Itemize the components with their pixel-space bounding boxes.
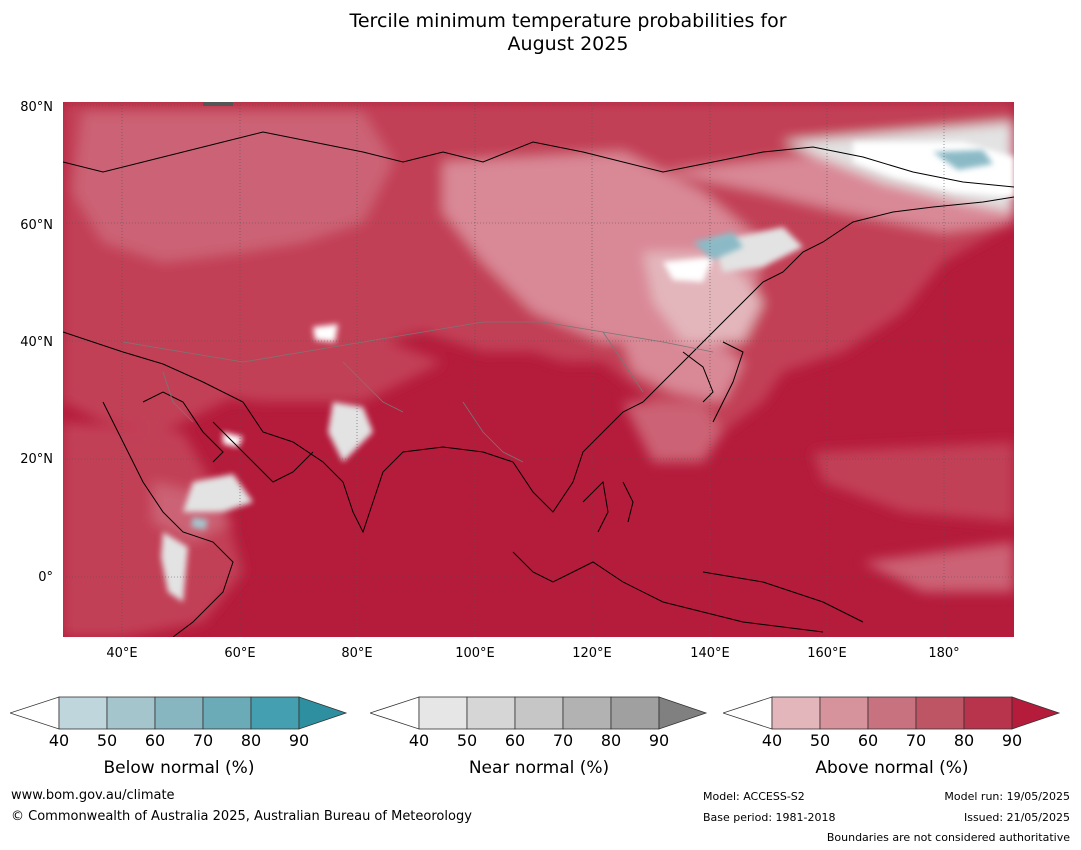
footer-issued: Issued: 21/05/2025 xyxy=(963,811,1070,824)
cb-above-tick: 90 xyxy=(1001,731,1023,750)
cb-above-tick: 80 xyxy=(953,731,975,750)
cb-above-bin-50-60 xyxy=(819,696,869,730)
colorbar-near xyxy=(370,696,708,730)
cb-above-low-extend xyxy=(723,696,773,730)
cb-below-high-extend xyxy=(298,696,348,730)
cb-near-tick: 40 xyxy=(408,731,430,750)
lon-label-160e: 160°E xyxy=(807,646,847,661)
lon-label-120e: 120°E xyxy=(572,646,612,661)
cb-near-bin-70-80 xyxy=(562,696,612,730)
colorbar-above-label: Above normal (%) xyxy=(815,758,969,778)
map-title-line2: August 2025 xyxy=(507,33,629,55)
footer-url[interactable]: www.bom.gov.au/climate xyxy=(11,788,175,803)
footer-base-period: Base period: 1981-2018 xyxy=(703,811,836,824)
cb-near-high-extend xyxy=(658,696,708,730)
cb-below-bin-50-60 xyxy=(106,696,156,730)
cb-below-tick: 80 xyxy=(240,731,262,750)
lat-label-60n: 60°N xyxy=(20,218,53,233)
map-title: Tercile minimum temperature probabilitie… xyxy=(0,10,1081,56)
map-title-line1: Tercile minimum temperature probabilitie… xyxy=(349,10,787,32)
lat-label-0: 0° xyxy=(38,570,53,585)
cb-near-tick: 70 xyxy=(552,731,574,750)
footer-disclaimer: Boundaries are not considered authoritat… xyxy=(826,831,1070,844)
cb-near-tick: 50 xyxy=(456,731,478,750)
lon-label-100e: 100°E xyxy=(455,646,495,661)
cb-below-tick: 50 xyxy=(96,731,118,750)
cb-above-tick: 50 xyxy=(809,731,831,750)
country-borders xyxy=(122,321,714,463)
cb-above-bin-60-70 xyxy=(867,696,917,730)
cb-near-bin-80-90 xyxy=(610,696,660,730)
coastlines xyxy=(63,131,1014,637)
cb-below-tick: 90 xyxy=(288,731,310,750)
cb-near-tick: 80 xyxy=(600,731,622,750)
graticule xyxy=(63,102,1014,637)
cb-below-bin-70-80 xyxy=(202,696,252,730)
lat-label-40n: 40°N xyxy=(20,335,53,350)
cb-below-tick: 40 xyxy=(48,731,70,750)
cb-above-bin-70-80 xyxy=(915,696,965,730)
probability-map xyxy=(63,102,1014,637)
cb-above-tick: 60 xyxy=(857,731,879,750)
below-normal-patches xyxy=(191,150,993,530)
colorbar-near-label: Near normal (%) xyxy=(468,758,610,778)
cb-below-low-extend xyxy=(10,696,60,730)
lat-label-80n: 80°N xyxy=(20,100,53,115)
colorbar-above xyxy=(723,696,1061,730)
colorbar-below-label: Below normal (%) xyxy=(103,758,255,778)
lon-label-180: 180° xyxy=(928,646,960,661)
cb-above-high-extend xyxy=(1011,696,1061,730)
cb-near-low-extend xyxy=(370,696,420,730)
cb-above-bin-80-90 xyxy=(963,696,1013,730)
lon-label-140e: 140°E xyxy=(690,646,730,661)
cb-below-bin-60-70 xyxy=(154,696,204,730)
cb-below-bin-40-50 xyxy=(58,696,108,730)
lon-label-60e: 60°E xyxy=(224,646,256,661)
lat-label-20n: 20°N xyxy=(20,452,53,467)
footer-model-run: Model run: 19/05/2025 xyxy=(944,790,1070,803)
lon-label-80e: 80°E xyxy=(341,646,373,661)
missing-data-strip xyxy=(203,102,233,106)
cb-above-tick: 70 xyxy=(905,731,927,750)
footer-model: Model: ACCESS-S2 xyxy=(703,790,805,803)
cb-near-tick: 90 xyxy=(648,731,670,750)
colorbar-below xyxy=(10,696,348,730)
lon-label-40e: 40°E xyxy=(106,646,138,661)
cb-near-bin-60-70 xyxy=(514,696,564,730)
cb-above-tick: 40 xyxy=(761,731,783,750)
cb-near-bin-50-60 xyxy=(466,696,516,730)
cb-above-bin-40-50 xyxy=(771,696,821,730)
cb-below-tick: 70 xyxy=(192,731,214,750)
cb-near-bin-40-50 xyxy=(418,696,468,730)
cb-near-tick: 60 xyxy=(504,731,526,750)
cb-below-bin-80-90 xyxy=(250,696,300,730)
cb-below-tick: 60 xyxy=(144,731,166,750)
footer-copyright: © Commonwealth of Australia 2025, Austra… xyxy=(11,809,472,824)
